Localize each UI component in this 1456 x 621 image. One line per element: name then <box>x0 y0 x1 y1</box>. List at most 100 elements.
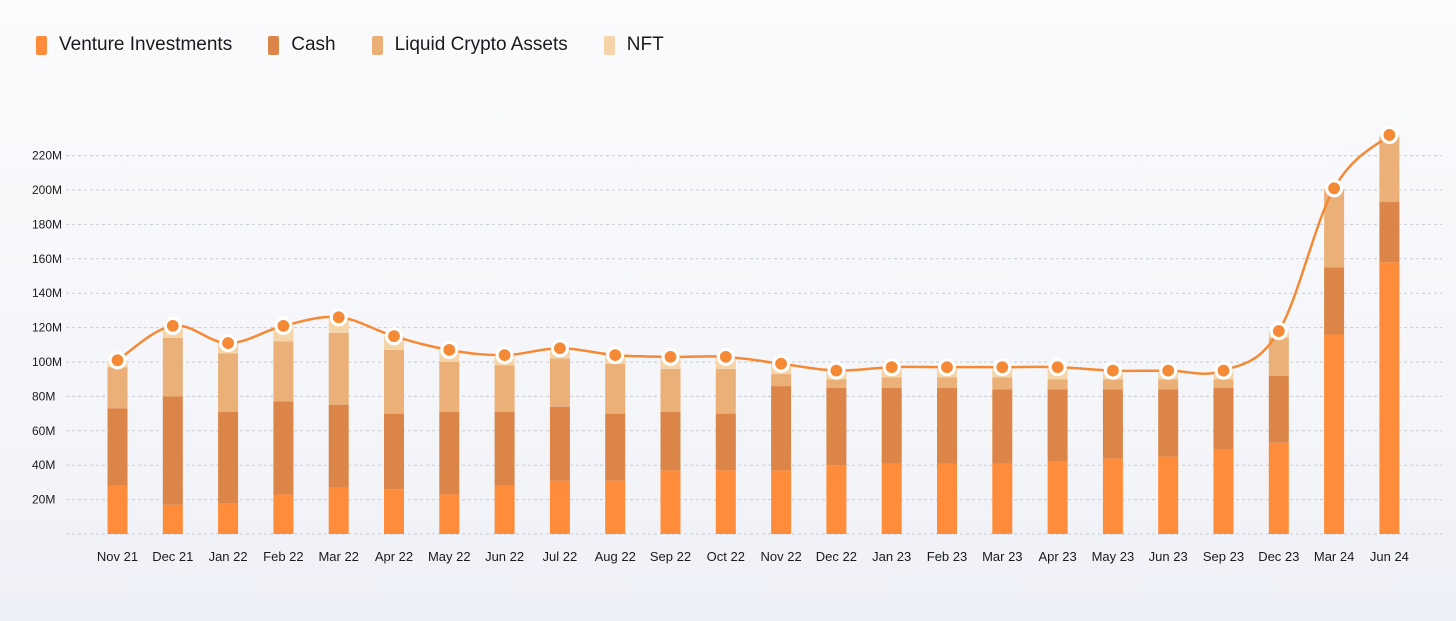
total-point[interactable] <box>329 308 348 327</box>
total-point[interactable] <box>827 361 846 380</box>
total-point[interactable] <box>163 316 182 335</box>
bar-venture-investments[interactable] <box>162 504 183 534</box>
bar-cash[interactable] <box>826 387 847 466</box>
bar-liquid-crypto-assets[interactable] <box>273 341 294 402</box>
bar-cash[interactable] <box>549 406 570 481</box>
bar-cash[interactable] <box>1379 202 1400 263</box>
bar-liquid-crypto-assets[interactable] <box>660 368 681 412</box>
bar-cash[interactable] <box>660 411 681 471</box>
legend-item-liquid-crypto-assets[interactable]: Liquid Crypto Assets <box>371 34 568 56</box>
bar-liquid-crypto-assets[interactable] <box>549 358 570 407</box>
bar-venture-investments[interactable] <box>384 489 404 534</box>
bar-cash[interactable] <box>1158 389 1179 457</box>
bar-venture-investments[interactable] <box>1268 442 1289 534</box>
total-point[interactable] <box>219 333 238 353</box>
total-point[interactable] <box>440 340 459 360</box>
bar-venture-investments[interactable] <box>1379 262 1400 534</box>
bar-liquid-crypto-assets[interactable] <box>1102 379 1123 390</box>
bar-liquid-crypto-assets[interactable] <box>1213 379 1234 388</box>
bar-liquid-crypto-assets[interactable] <box>1324 190 1345 268</box>
bar-liquid-crypto-assets[interactable] <box>439 362 460 412</box>
bar-cash[interactable] <box>162 396 183 505</box>
bar-liquid-crypto-assets[interactable] <box>881 377 902 388</box>
bar-cash[interactable] <box>1102 389 1123 459</box>
total-point[interactable] <box>108 351 127 370</box>
bar-venture-investments[interactable] <box>660 470 681 534</box>
total-point[interactable] <box>384 327 404 346</box>
total-point[interactable] <box>882 358 901 377</box>
legend-item-cash[interactable]: Cash <box>268 34 336 56</box>
bar-cash[interactable] <box>107 408 128 486</box>
total-point[interactable] <box>1269 321 1288 341</box>
bar-liquid-crypto-assets[interactable] <box>1158 379 1179 390</box>
bar-cash[interactable] <box>881 387 902 464</box>
legend-item-nft[interactable]: NFT <box>603 34 664 56</box>
total-point[interactable] <box>1324 179 1344 198</box>
bar-cash[interactable] <box>992 389 1013 464</box>
total-point[interactable] <box>606 346 625 365</box>
bar-venture-investments[interactable] <box>1158 456 1179 534</box>
bar-venture-investments[interactable] <box>826 465 847 534</box>
total-point[interactable] <box>716 347 735 366</box>
total-point[interactable] <box>1214 361 1233 380</box>
total-point[interactable] <box>550 339 570 358</box>
bar-cash[interactable] <box>715 413 736 471</box>
bar-venture-investments[interactable] <box>605 480 626 534</box>
bar-venture-investments[interactable] <box>218 503 239 534</box>
bar-liquid-crypto-assets[interactable] <box>937 377 957 388</box>
total-point[interactable] <box>274 316 293 335</box>
bar-liquid-crypto-assets[interactable] <box>107 367 128 409</box>
bar-cash[interactable] <box>1047 389 1068 462</box>
legend-item-venture-investments[interactable]: Venture Investments <box>36 34 232 56</box>
total-point[interactable] <box>1159 361 1178 380</box>
bar-liquid-crypto-assets[interactable] <box>1047 379 1068 390</box>
bar-venture-investments[interactable] <box>549 480 570 534</box>
bar-cash[interactable] <box>218 411 239 504</box>
bar-liquid-crypto-assets[interactable] <box>826 379 847 388</box>
bar-venture-investments[interactable] <box>881 463 902 534</box>
total-point[interactable] <box>661 347 680 366</box>
bar-liquid-crypto-assets[interactable] <box>162 337 183 397</box>
bar-cash[interactable] <box>605 413 626 481</box>
bar-cash[interactable] <box>1268 375 1289 443</box>
bar-liquid-crypto-assets[interactable] <box>218 353 239 412</box>
bar-liquid-crypto-assets[interactable] <box>328 332 349 405</box>
bar-liquid-crypto-assets[interactable] <box>605 363 626 414</box>
bar-liquid-crypto-assets[interactable] <box>771 374 792 387</box>
bar-venture-investments[interactable] <box>992 463 1013 534</box>
bar-cash[interactable] <box>328 405 349 488</box>
bar-cash[interactable] <box>1324 267 1345 335</box>
bar-venture-investments[interactable] <box>1213 449 1234 534</box>
bar-liquid-crypto-assets[interactable] <box>1268 337 1289 376</box>
bar-liquid-crypto-assets[interactable] <box>384 349 404 414</box>
total-point[interactable] <box>1380 125 1399 145</box>
bar-venture-investments[interactable] <box>715 470 736 534</box>
bar-liquid-crypto-assets[interactable] <box>715 368 736 414</box>
total-point[interactable] <box>1048 358 1067 377</box>
total-point[interactable] <box>937 358 957 377</box>
bar-venture-investments[interactable] <box>1102 458 1123 534</box>
bar-venture-investments[interactable] <box>328 487 349 534</box>
total-point[interactable] <box>771 354 791 373</box>
bar-liquid-crypto-assets[interactable] <box>992 377 1013 390</box>
bar-cash[interactable] <box>384 413 404 490</box>
bar-cash[interactable] <box>439 411 460 495</box>
bar-venture-investments[interactable] <box>107 485 128 534</box>
total-point[interactable] <box>495 346 514 365</box>
total-point[interactable] <box>1103 361 1123 380</box>
bar-liquid-crypto-assets[interactable] <box>494 365 515 412</box>
bar-venture-investments[interactable] <box>1047 461 1068 534</box>
bar-venture-investments[interactable] <box>273 494 294 534</box>
bar-cash[interactable] <box>771 386 792 471</box>
total-point[interactable] <box>993 358 1012 377</box>
bar-venture-investments[interactable] <box>494 485 515 534</box>
bar-cash[interactable] <box>273 401 294 495</box>
bar-venture-investments[interactable] <box>771 470 792 534</box>
bar-venture-investments[interactable] <box>1324 334 1345 534</box>
bar-venture-investments[interactable] <box>439 494 460 534</box>
bar-cash[interactable] <box>494 411 515 486</box>
bar-cash[interactable] <box>937 387 957 464</box>
bar-venture-investments[interactable] <box>937 463 957 534</box>
bar-liquid-crypto-assets[interactable] <box>1379 136 1400 203</box>
bar-cash[interactable] <box>1213 387 1234 450</box>
